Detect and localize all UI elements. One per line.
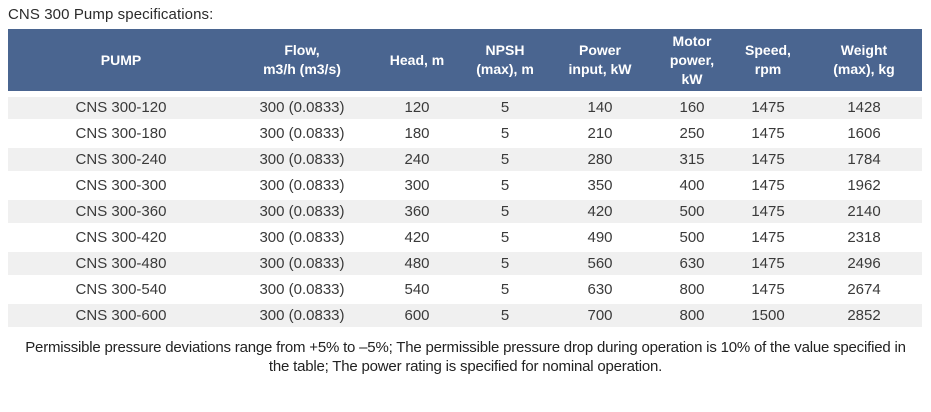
pump-model-cell: CNS 300-180 <box>8 120 234 148</box>
table-cell: 160 <box>654 94 730 122</box>
table-cell: 2496 <box>806 250 922 278</box>
table-cell: 210 <box>546 120 654 148</box>
pump-model-cell: CNS 300-300 <box>8 172 234 200</box>
column-header: Motor power, kW <box>654 29 730 97</box>
column-header: Flow, m3/h (m3/s) <box>234 29 370 97</box>
table-cell: 1475 <box>730 146 806 174</box>
table-cell: 800 <box>654 302 730 330</box>
pump-model-cell: CNS 300-480 <box>8 250 234 278</box>
table-cell: 1475 <box>730 120 806 148</box>
table-cell: 480 <box>370 250 464 278</box>
table-cell: 2674 <box>806 276 922 304</box>
table-cell: 1428 <box>806 94 922 122</box>
spec-table-header: PUMP Flow, m3/h (m3/s) Head, m NPSH (max), … <box>8 29 922 97</box>
table-cell: 5 <box>464 172 546 200</box>
table-cell: 300 (0.0833) <box>234 198 370 226</box>
page-title: CNS 300 Pump specifications: <box>8 6 214 23</box>
header-row: PUMP Flow, m3/h (m3/s) Head, m NPSH (max), … <box>8 29 922 97</box>
table-cell: 5 <box>464 120 546 148</box>
table-cell: 5 <box>464 250 546 278</box>
table-cell: 500 <box>654 224 730 252</box>
table-cell: 5 <box>464 276 546 304</box>
table-cell: 800 <box>654 276 730 304</box>
table-cell: 140 <box>546 94 654 122</box>
table-cell: 300 (0.0833) <box>234 224 370 252</box>
table-row: CNS 300-420 300 (0.0833) 420 5 490 500 1475 231… <box>8 224 922 252</box>
table-cell: 5 <box>464 302 546 330</box>
table-cell: 490 <box>546 224 654 252</box>
table-cell: 1475 <box>730 172 806 200</box>
table-cell: 5 <box>464 94 546 122</box>
table-cell: 1606 <box>806 120 922 148</box>
pump-model-cell: CNS 300-540 <box>8 276 234 304</box>
table-cell: 2140 <box>806 198 922 226</box>
table-cell: 1962 <box>806 172 922 200</box>
table-cell: 1475 <box>730 250 806 278</box>
table-cell: 315 <box>654 146 730 174</box>
pump-model-cell: CNS 300-360 <box>8 198 234 226</box>
column-header: Speed, rpm <box>730 29 806 97</box>
column-header: Weight (max), kg <box>806 29 922 97</box>
table-cell: 300 (0.0833) <box>234 146 370 174</box>
pump-model-cell: CNS 300-240 <box>8 146 234 174</box>
table-row: CNS 300-360 300 (0.0833) 360 5 420 500 1475 214… <box>8 198 922 226</box>
table-cell: 420 <box>370 224 464 252</box>
table-row: CNS 300-240 300 (0.0833) 240 5 280 315 1475 178… <box>8 146 922 174</box>
table-cell: 350 <box>546 172 654 200</box>
table-footnote: Permissible pressure deviations range fr… <box>25 338 906 375</box>
table-cell: 300 <box>370 172 464 200</box>
table-cell: 180 <box>370 120 464 148</box>
table-cell: 700 <box>546 302 654 330</box>
table-cell: 2852 <box>806 302 922 330</box>
table-row: CNS 300-120 300 (0.0833) 120 5 140 160 1475 142… <box>8 94 922 122</box>
table-cell: 280 <box>546 146 654 174</box>
table-cell: 300 (0.0833) <box>234 172 370 200</box>
table-cell: 500 <box>654 198 730 226</box>
table-cell: 5 <box>464 224 546 252</box>
table-cell: 250 <box>654 120 730 148</box>
column-header: PUMP <box>8 29 234 97</box>
table-cell: 300 (0.0833) <box>234 120 370 148</box>
table-cell: 1475 <box>730 224 806 252</box>
table-cell: 360 <box>370 198 464 226</box>
table-cell: 300 (0.0833) <box>234 302 370 330</box>
table-cell: 240 <box>370 146 464 174</box>
table-cell: 560 <box>546 250 654 278</box>
pump-model-cell: CNS 300-600 <box>8 302 234 330</box>
table-cell: 1475 <box>730 198 806 226</box>
table-row: CNS 300-480 300 (0.0833) 480 5 560 630 1475 249… <box>8 250 922 278</box>
table-row: CNS 300-300 300 (0.0833) 300 5 350 400 1475 196… <box>8 172 922 200</box>
table-cell: 5 <box>464 198 546 226</box>
table-row: CNS 300-180 300 (0.0833) 180 5 210 250 1475 160… <box>8 120 922 148</box>
table-cell: 1475 <box>730 276 806 304</box>
table-cell: 120 <box>370 94 464 122</box>
spec-table: PUMP Flow, m3/h (m3/s) Head, m NPSH (max), … <box>8 29 922 330</box>
table-cell: 300 (0.0833) <box>234 250 370 278</box>
column-header: NPSH (max), m <box>464 29 546 97</box>
table-row: CNS 300-540 300 (0.0833) 540 5 630 800 1475 267… <box>8 276 922 304</box>
table-cell: 540 <box>370 276 464 304</box>
table-cell: 2318 <box>806 224 922 252</box>
spec-table-body: CNS 300-120 300 (0.0833) 120 5 140 160 1475 142… <box>8 94 922 330</box>
table-cell: 400 <box>654 172 730 200</box>
pump-model-cell: CNS 300-420 <box>8 224 234 252</box>
table-cell: 300 (0.0833) <box>234 276 370 304</box>
column-header: Head, m <box>370 29 464 97</box>
table-row: CNS 300-600 300 (0.0833) 600 5 700 800 1500 285… <box>8 302 922 330</box>
table-cell: 630 <box>654 250 730 278</box>
column-header: Power input, kW <box>546 29 654 97</box>
table-cell: 300 (0.0833) <box>234 94 370 122</box>
pump-model-cell: CNS 300-120 <box>8 94 234 122</box>
table-cell: 1475 <box>730 94 806 122</box>
table-cell: 420 <box>546 198 654 226</box>
table-cell: 5 <box>464 146 546 174</box>
table-cell: 1500 <box>730 302 806 330</box>
table-cell: 1784 <box>806 146 922 174</box>
table-cell: 600 <box>370 302 464 330</box>
table-cell: 630 <box>546 276 654 304</box>
